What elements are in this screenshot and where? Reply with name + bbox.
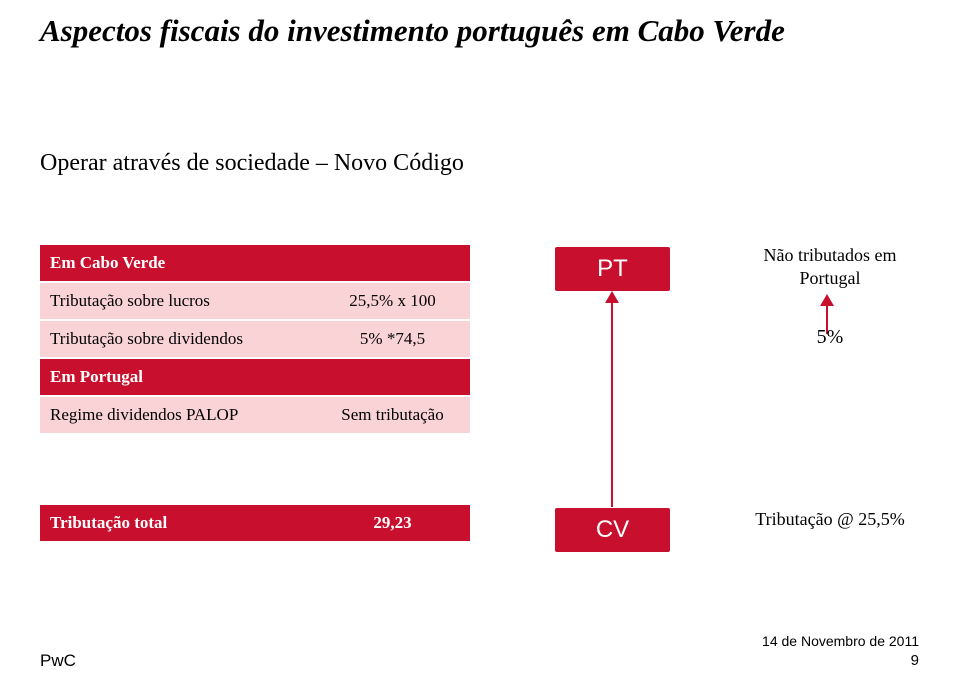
total-value: 29,23 [315, 506, 470, 540]
section-header-label: Em Cabo Verde [40, 246, 315, 280]
row-label: Tributação sobre lucros [40, 284, 315, 318]
section-header-value [315, 256, 470, 270]
arrow-head-up-icon [605, 291, 619, 303]
row-value: 25,5% x 100 [315, 284, 470, 318]
table-section-header-pt: Em Portugal [40, 359, 470, 397]
section-header-value [315, 370, 470, 384]
arrow-line [611, 303, 613, 507]
annotation-five-percent: 5% [740, 325, 920, 350]
row-value: Sem tributação [315, 398, 470, 432]
annotation-not-taxed: Não tributados em Portugal [740, 244, 920, 289]
section-header-label: Em Portugal [40, 360, 315, 394]
taxation-table: Em Cabo Verde Tributação sobre lucros 25… [40, 245, 470, 469]
table-row: Regime dividendos PALOP Sem tributação [40, 397, 470, 435]
row-label: Tributação sobre dividendos [40, 322, 315, 356]
footer-date: 14 de Novembro de 2011 [762, 632, 919, 651]
page-title: Aspectos fiscais do investimento portugu… [40, 12, 785, 51]
annotation-taxation-rate: Tributação @ 25,5% [740, 508, 920, 531]
table-row: Tributação sobre lucros 25,5% x 100 [40, 283, 470, 321]
row-value: 5% *74,5 [315, 322, 470, 356]
table-gap [40, 435, 470, 469]
row-label: Regime dividendos PALOP [40, 398, 315, 432]
footer-page-number: 9 [762, 651, 919, 671]
arrow-head-up-icon [820, 294, 834, 306]
cv-badge: CV [555, 508, 670, 552]
total-row: Tributação total 29,23 [40, 505, 470, 543]
table-row: Tributação sobre dividendos 5% *74,5 [40, 321, 470, 359]
total-label: Tributação total [40, 506, 315, 540]
taxation-total: Tributação total 29,23 [40, 505, 470, 543]
footer-brand: PwC [40, 651, 76, 671]
pt-badge: PT [555, 247, 670, 291]
page-subtitle: Operar através de sociedade – Novo Códig… [40, 150, 464, 177]
footer-right: 14 de Novembro de 2011 9 [762, 632, 919, 671]
table-section-header-cv: Em Cabo Verde [40, 245, 470, 283]
